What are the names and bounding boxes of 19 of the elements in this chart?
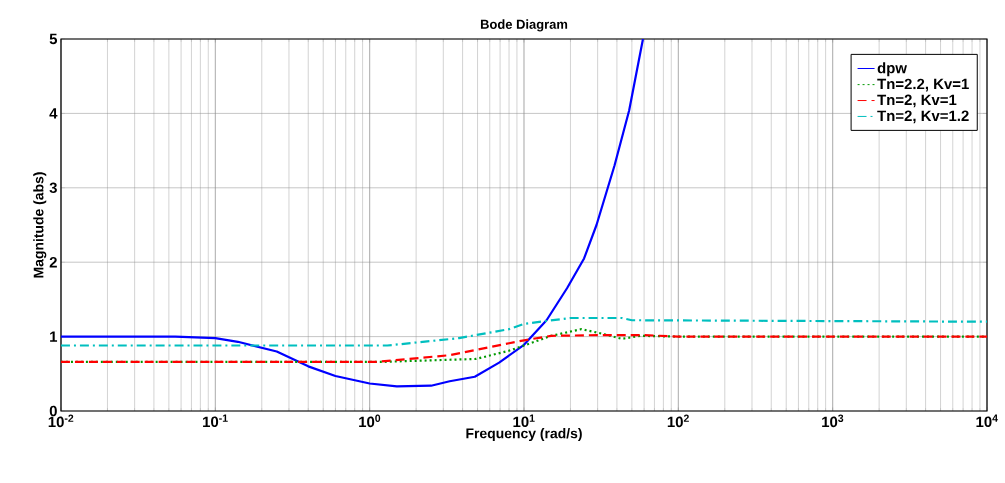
legend-label: Tn=2.2, Kv=1	[877, 78, 969, 92]
y-tick-label: 4	[49, 108, 58, 119]
legend-label: Tn=2, Kv=1.2	[877, 110, 969, 124]
x-tick-label: 10$^{4}$	[976, 414, 998, 428]
x-axis-title: Frequency (rad/s)	[466, 428, 582, 442]
y-tick-label: 0	[49, 405, 57, 417]
y-tick-label: 1	[50, 331, 58, 342]
y-tick-label: 2	[49, 256, 57, 268]
y-tick-label: 3	[49, 182, 57, 194]
x-tick-label: 10$^{-1}$	[203, 414, 228, 428]
x-tick-label: 10$^{0}$	[359, 414, 381, 428]
x-tick-label: 10$^{2}$	[667, 414, 689, 428]
x-tick-label: 10$^{3}$	[822, 414, 844, 428]
chart-title: Bode Diagram	[480, 19, 568, 32]
legend-label: Tn=2, Kv=1	[877, 94, 957, 108]
x-tick-label: 10$^{1}$	[513, 414, 535, 428]
y-axis-title: Magnitude (abs)	[33, 172, 47, 278]
y-tick-label: 5	[49, 33, 58, 45]
legend-label: dpw	[877, 62, 907, 77]
